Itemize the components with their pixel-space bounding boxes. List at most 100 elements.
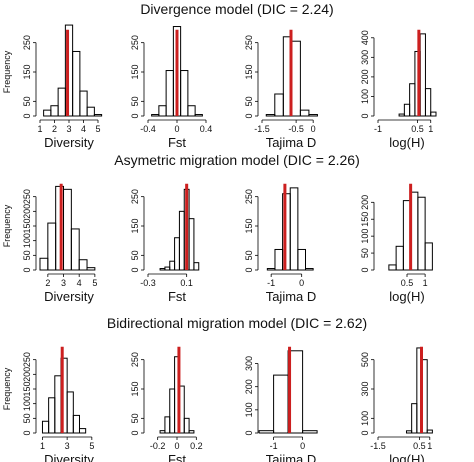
histogram-bar: [164, 266, 171, 271]
panel-3-4: -1.5 0.5 1 0 100 300 500 log(H): [360, 346, 433, 462]
histogram-bar: [426, 429, 433, 434]
x-tick-label: 0.1: [180, 278, 193, 288]
histogram-bar: [54, 375, 62, 434]
y-tick-label: 150: [244, 218, 254, 233]
x-tick-label: 0: [300, 441, 305, 451]
y-tick-label: 0: [22, 430, 32, 435]
y-tick-label: 200: [22, 367, 32, 382]
x-tick-label: 0: [299, 278, 304, 288]
histogram-bar: [174, 237, 180, 271]
histogram-bar: [151, 114, 160, 117]
y-tick-label: 250: [22, 352, 32, 367]
x-tick-label: 5: [92, 278, 97, 288]
x-axis-title: Tajima D: [266, 289, 317, 304]
y-tick-label: 100: [360, 411, 370, 426]
histogram-bar: [417, 196, 426, 271]
y-tick-label: 0: [360, 113, 370, 118]
x-tick-label: 1: [428, 124, 433, 134]
x-tick-label: 5: [95, 124, 100, 134]
y-tick-label: 150: [22, 381, 32, 396]
y-tick-label: 0: [130, 267, 140, 272]
histogram-bar: [297, 248, 306, 271]
histogram-bar: [180, 70, 189, 117]
x-tick-label: -1: [267, 278, 275, 288]
histogram-bar: [70, 228, 80, 271]
y-tick-label: 0: [130, 113, 140, 118]
y-tick-label: 100: [22, 396, 32, 411]
y-tick-label: 50: [130, 413, 140, 423]
histogram-bar: [158, 105, 167, 117]
y-tick-label: 150: [360, 212, 370, 227]
x-tick-label: 0: [174, 441, 179, 451]
x-axis-title: Fst: [168, 289, 186, 304]
x-axis-title: log(H): [389, 135, 424, 150]
y-tick-label: 250: [22, 35, 32, 50]
y-tick-label: 0: [244, 267, 254, 272]
x-axis-title: Tajima D: [266, 452, 317, 462]
histogram-bar: [388, 264, 397, 271]
x-tick-label: 1: [37, 124, 42, 134]
x-tick-label: -1: [374, 124, 382, 134]
x-tick-label: 3: [65, 441, 70, 451]
x-tick-label: 0.5: [413, 441, 426, 451]
histogram-bar: [193, 262, 200, 271]
histogram-bar: [63, 188, 72, 271]
histogram-bar: [266, 268, 276, 271]
histogram-bar: [72, 50, 81, 117]
y-tick-label: 150: [244, 64, 254, 79]
histogram-bar: [169, 388, 176, 434]
x-tick-label: -1: [270, 441, 278, 451]
x-tick-label: 0: [174, 124, 179, 134]
y-tick-label: 300: [360, 381, 370, 396]
y-tick-label: 150: [22, 218, 32, 233]
x-axis-title: Fst: [168, 452, 186, 462]
histogram-bar: [395, 245, 404, 271]
y-tick-label: 200: [360, 69, 370, 84]
y-tick-label: 100: [360, 229, 370, 244]
y-tick-label: 0: [244, 430, 254, 435]
histogram-bar: [398, 113, 405, 117]
histogram-bar: [424, 242, 433, 271]
histogram-bar: [291, 40, 301, 117]
histogram-bar: [308, 114, 318, 117]
x-axis-title: log(H): [389, 289, 424, 304]
histogram-bar: [43, 109, 52, 117]
y-tick-label: 50: [244, 250, 254, 260]
y-tick-label: 50: [244, 96, 254, 106]
y-tick-label: 0: [360, 430, 370, 435]
y-tick-label: 200: [22, 204, 32, 219]
x-tick-label: 1: [423, 278, 428, 288]
y-axis-title: Frequency: [2, 50, 12, 93]
histogram-bar: [289, 187, 299, 271]
x-tick-label: -0.3: [140, 278, 156, 288]
x-tick-label: 0.4: [200, 124, 213, 134]
y-tick-label: 200: [360, 195, 370, 210]
x-tick-label: 2: [52, 124, 57, 134]
y-tick-label: 50: [22, 250, 32, 260]
x-axis-title: Fst: [168, 135, 186, 150]
y-tick-label: 100: [244, 402, 254, 417]
histogram-bar: [419, 33, 426, 117]
histogram-bar: [273, 374, 289, 434]
histogram-bar: [305, 268, 314, 271]
y-tick-label: 150: [130, 381, 140, 396]
histogram-bar: [302, 430, 318, 434]
panel-1-2: -0.4 0 0.4 0 50 150 250 Fst: [130, 26, 213, 150]
y-tick-label: 0: [22, 113, 32, 118]
y-tick-label: 300: [360, 50, 370, 65]
x-tick-label: 5: [89, 441, 94, 451]
x-tick-label: 1: [427, 441, 432, 451]
histogram-bar: [405, 430, 413, 434]
y-tick-label: 250: [130, 35, 140, 50]
histogram-bar: [165, 70, 174, 117]
panel-3-3: -1 0 0 100 200 300 Tajima D: [244, 346, 318, 462]
histogram-bar: [57, 87, 66, 117]
x-axis-title: Diversity: [44, 135, 94, 150]
x-axis-title: Diversity: [44, 452, 94, 462]
y-tick-label: 100: [360, 89, 370, 104]
x-axis-title: Diversity: [44, 289, 94, 304]
histogram-bar: [79, 90, 88, 117]
